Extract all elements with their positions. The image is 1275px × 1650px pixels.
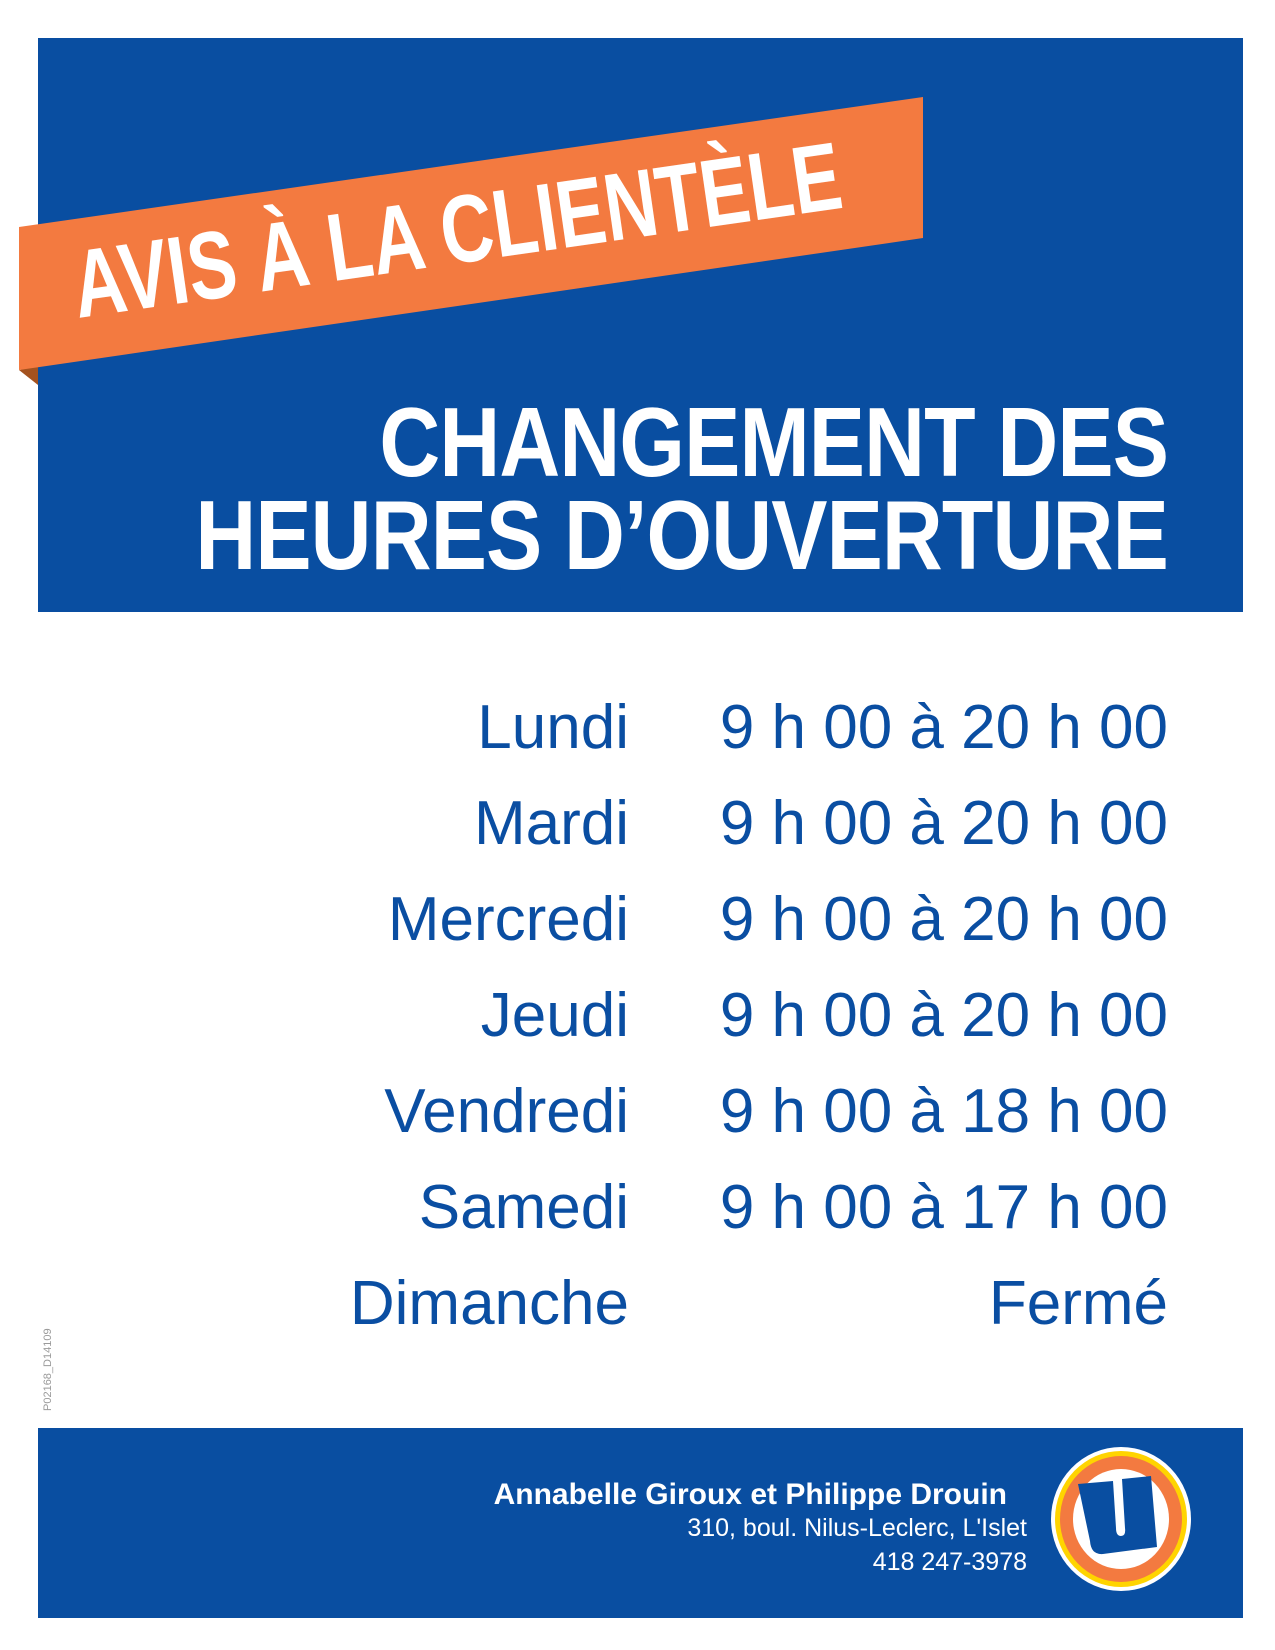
- day-label: Vendredi: [384, 1077, 629, 1146]
- day-label: Jeudi: [480, 981, 629, 1050]
- hours-value: 9 h 00 à 20 h 00: [719, 789, 1168, 858]
- ribbon-fold: [19, 366, 38, 385]
- hours-row: Vendredi 9 h 00 à 18 h 00: [0, 1076, 1275, 1156]
- hours-value: 9 h 00 à 20 h 00: [719, 981, 1168, 1050]
- hours-value: 9 h 00 à 18 h 00: [719, 1077, 1168, 1146]
- owner-names: Annabelle Giroux et Philippe Drouin: [493, 1478, 1007, 1511]
- hours-row: Mardi 9 h 00 à 20 h 00: [0, 788, 1275, 868]
- day-label: Dimanche: [349, 1269, 629, 1338]
- hours-value: 9 h 00 à 20 h 00: [719, 885, 1168, 954]
- headline-line-2: HEURES D’OUVERTURE: [195, 480, 1168, 590]
- headline-line-1: CHANGEMENT DES: [379, 387, 1169, 497]
- store-phone: 418 247-3978: [872, 1548, 1027, 1576]
- hours-value: Fermé: [988, 1269, 1168, 1338]
- hours-value: 9 h 00 à 17 h 00: [719, 1173, 1168, 1242]
- hours-row: Lundi 9 h 00 à 20 h 00: [0, 692, 1275, 772]
- hours-row: Samedi 9 h 00 à 17 h 00: [0, 1172, 1275, 1252]
- day-label: Samedi: [418, 1173, 629, 1242]
- ribbon-title: AVIS À LA CLIENTÈLE: [66, 122, 848, 338]
- footer-panel: [38, 1428, 1243, 1618]
- hours-row: Dimanche Fermé: [0, 1268, 1275, 1348]
- day-label: Mercredi: [387, 885, 629, 954]
- ribbon-band: [19, 97, 923, 370]
- hours-row: Mercredi 9 h 00 à 20 h 00: [0, 884, 1275, 964]
- hours-row: Jeudi 9 h 00 à 20 h 00: [0, 980, 1275, 1060]
- store-address: 310, boul. Nilus-Leclerc, L'Islet: [687, 1514, 1027, 1542]
- day-label: Mardi: [473, 789, 629, 858]
- notice-ribbon: AVIS À LA CLIENTÈLE: [19, 97, 923, 385]
- uniprix-logo-icon: [1051, 1447, 1191, 1591]
- document-code: P02168_D14109: [42, 1328, 54, 1411]
- hours-value: 9 h 00 à 20 h 00: [719, 693, 1168, 762]
- day-label: Lundi: [477, 693, 629, 762]
